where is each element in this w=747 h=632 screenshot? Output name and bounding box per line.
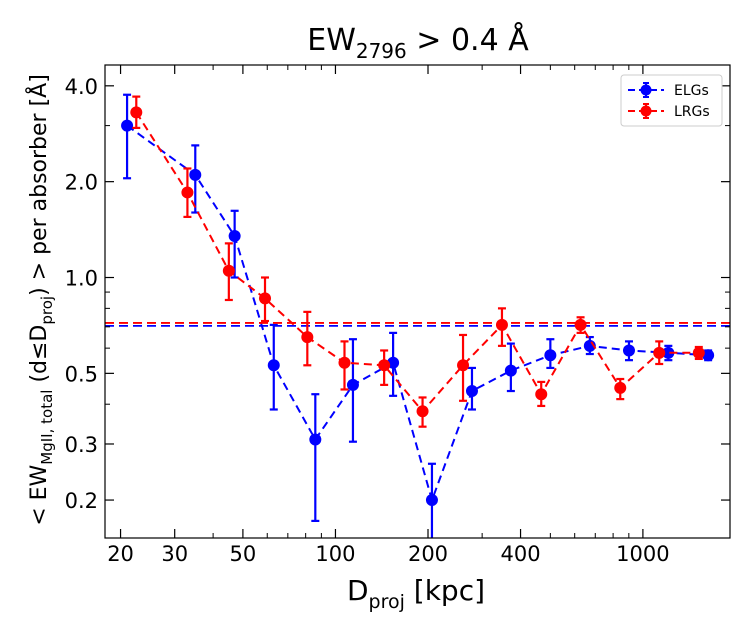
data-point bbox=[535, 388, 548, 401]
x-tick-label: 1000 bbox=[616, 542, 669, 566]
series-elgs bbox=[105, 93, 730, 538]
data-point bbox=[130, 106, 143, 119]
data-point bbox=[662, 346, 675, 359]
data-point bbox=[614, 381, 627, 394]
data-point bbox=[495, 318, 508, 331]
data-point bbox=[267, 359, 280, 372]
data-point bbox=[338, 356, 351, 369]
y-tick-label: 1.0 bbox=[65, 267, 98, 291]
x-tick-label: 100 bbox=[315, 542, 355, 566]
chart-title: EW2796 > 0.4 Å bbox=[307, 22, 529, 63]
data-point bbox=[189, 168, 202, 181]
data-point bbox=[346, 378, 359, 391]
x-tick-label: 200 bbox=[408, 542, 448, 566]
series-lrgs bbox=[105, 95, 730, 428]
data-point bbox=[309, 433, 322, 446]
y-axis-label: < EWMgII, total (d≤Dproj) > per absorber… bbox=[25, 74, 56, 526]
data-point bbox=[301, 331, 314, 344]
legend-label-lrgs: LRGs bbox=[674, 104, 710, 120]
y-tick-label: 4.0 bbox=[65, 75, 98, 99]
data-point bbox=[504, 364, 517, 377]
x-tick-label: 20 bbox=[107, 542, 134, 566]
x-tick-label: 50 bbox=[230, 542, 257, 566]
data-point bbox=[228, 230, 241, 243]
data-point bbox=[222, 264, 235, 277]
y-tick-label: 0.2 bbox=[65, 489, 98, 513]
data-point bbox=[574, 318, 587, 331]
data-point bbox=[181, 186, 194, 199]
y-tick-label: 2.0 bbox=[65, 171, 98, 195]
data-point bbox=[416, 405, 429, 418]
x-tick-label: 400 bbox=[501, 542, 541, 566]
x-tick-label: 30 bbox=[161, 542, 188, 566]
data-point bbox=[457, 359, 470, 372]
legend: ELGs LRGs bbox=[620, 74, 723, 127]
data-point bbox=[121, 119, 134, 132]
data-point bbox=[702, 349, 715, 362]
x-axis-label: Dproj [kpc] bbox=[347, 574, 485, 613]
data-point bbox=[465, 385, 478, 398]
legend-marker bbox=[640, 84, 652, 96]
y-axis: 0.2 0.3 0.5 1.0 2.0 4.0 bbox=[65, 75, 730, 513]
data-point bbox=[544, 349, 557, 362]
data-point bbox=[692, 346, 705, 359]
data-point bbox=[259, 292, 272, 305]
series-line-elgs bbox=[126, 124, 709, 504]
data-point bbox=[653, 346, 666, 359]
series-layer bbox=[105, 93, 730, 538]
y-tick-label: 0.5 bbox=[65, 362, 98, 386]
data-point bbox=[425, 494, 438, 507]
y-tick-label: 0.3 bbox=[65, 433, 98, 457]
series-line-lrgs bbox=[135, 111, 699, 413]
legend-marker bbox=[640, 105, 652, 117]
data-point bbox=[378, 359, 391, 372]
plot-frame bbox=[104, 64, 731, 539]
legend-label-elgs: ELGs bbox=[674, 83, 709, 99]
x-axis: 20 30 50 100 200 400 1000 bbox=[107, 65, 670, 566]
data-point bbox=[622, 344, 635, 357]
